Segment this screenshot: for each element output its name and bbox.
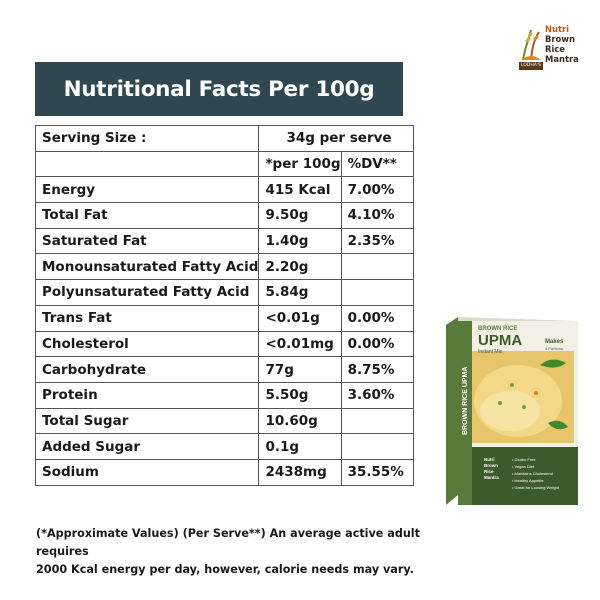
package-side-text: BROWN RICE UPMA [462, 367, 469, 435]
nutrient-name: Trans Fat [34, 304, 260, 332]
package-features: • Gluten Free • Vegan Diet • Maintains C… [512, 457, 560, 490]
nutrient-per100g: 10.60g [258, 407, 342, 435]
nutrient-row: Total Sugar 10.60g [34, 407, 414, 435]
package-top-label: BROWN RICE [478, 326, 517, 332]
nutrient-name: Monounsaturated Fatty Acid [34, 253, 260, 281]
nutrient-dv: 35.55% [340, 458, 414, 486]
serving-size-label: Serving Size : [34, 125, 260, 152]
nutrient-row: Polyunsaturated Fatty Acid 5.84g [34, 279, 414, 306]
nutrient-dv: 0.00% [340, 330, 414, 358]
brand-badge: LODHA'S [519, 62, 543, 70]
package-feature: • Vegan Diet [512, 464, 535, 469]
nutrient-per100g: <0.01g [258, 304, 342, 332]
footnote-line-2: 2000 Kcal energy per day, however, calor… [36, 563, 414, 576]
nutrient-row: Carbohydrate 77g 8.75% [34, 356, 414, 383]
nutrient-per100g: 9.50g [258, 202, 342, 229]
package-brand-3: Rice [484, 469, 494, 474]
nutrient-name: Added Sugar [34, 433, 260, 460]
package-brand-1: Nutri [484, 457, 495, 462]
package-feature: • Great for Loosing Weight [512, 485, 560, 490]
nutrient-row: Saturated Fat 1.40g 2.35% [34, 227, 414, 255]
package-feature: • Healthy Appetite [512, 478, 544, 483]
nutrient-dv: 4.10% [340, 202, 414, 229]
column-header-per100g: *per 100g [258, 150, 342, 178]
nutrient-dv: 2.35% [340, 227, 414, 255]
nutrient-dv: 3.60% [340, 381, 414, 409]
nutrient-dv [340, 433, 414, 460]
nutrient-name: Sodium [34, 458, 260, 486]
nutrient-per100g: 415 Kcal [258, 176, 342, 204]
column-header-dv: %DV** [340, 150, 414, 178]
nutrient-name: Carbohydrate [34, 356, 260, 383]
package-feature: • Gluten Free [512, 457, 536, 462]
nutrient-name: Protein [34, 381, 260, 409]
brand-line-4: Mantra [545, 54, 579, 64]
nutrient-row: Sodium 2438mg 35.55% [34, 458, 414, 486]
brand-line-3: Rice [545, 44, 565, 54]
nutrition-table: Serving Size : 34g per serve *per 100g %… [34, 125, 414, 486]
nutrient-dv: 7.00% [340, 176, 414, 204]
nutrient-row: Cholesterol <0.01mg 0.00% [34, 330, 414, 358]
nutrient-name: Cholesterol [34, 330, 260, 358]
column-header-blank [34, 150, 260, 178]
serving-size-row: Serving Size : 34g per serve [34, 125, 414, 152]
package-makes-sub: 4 Portions [545, 346, 563, 351]
nutrient-name: Polyunsaturated Fatty Acid [34, 279, 260, 306]
nutrient-row: Trans Fat <0.01g 0.00% [34, 304, 414, 332]
package-feature: • Maintains Cholesterol [512, 471, 553, 476]
brand-line-2: Brown [545, 34, 575, 44]
nutrient-name: Total Sugar [34, 407, 260, 435]
page-title: Nutritional Facts Per 100g [63, 76, 375, 102]
package-subtitle: Instant Mix [478, 349, 503, 355]
brand-logo: Nutri Brown Rice Mantra LODHA'S [519, 24, 589, 72]
nutrient-per100g: <0.01mg [258, 330, 342, 358]
nutrient-per100g: 2.20g [258, 253, 342, 281]
serving-size-value: 34g per serve [258, 125, 414, 152]
package-brand-4: Mantra [484, 475, 499, 480]
title-banner: Nutritional Facts Per 100g [35, 62, 403, 116]
nutrient-dv [340, 279, 414, 306]
nutrient-per100g: 5.84g [258, 279, 342, 306]
nutrient-per100g: 2438mg [258, 458, 342, 486]
nutrient-row: Total Fat 9.50g 4.10% [34, 202, 414, 229]
package-product-name: UPMA [478, 332, 522, 349]
nutrient-name: Saturated Fat [34, 227, 260, 255]
nutrient-per100g: 5.50g [258, 381, 342, 409]
column-header-row: *per 100g %DV** [34, 150, 414, 178]
nutrient-row: Monounsaturated Fatty Acid 2.20g [34, 253, 414, 281]
brand-line-1: Nutri [545, 24, 569, 34]
nutrient-per100g: 1.40g [258, 227, 342, 255]
nutrient-row: Protein 5.50g 3.60% [34, 381, 414, 409]
nutrient-dv [340, 253, 414, 281]
nutrient-name: Total Fat [34, 202, 260, 229]
package-makes: Makes [545, 339, 564, 345]
nutrient-per100g: 77g [258, 356, 342, 383]
footnote: (*Approximate Values) (Per Serve**) An a… [36, 525, 436, 579]
nutrient-row: Added Sugar 0.1g [34, 433, 414, 460]
nutrient-row: Energy 415 Kcal 7.00% [34, 176, 414, 204]
rice-plant-icon [519, 26, 543, 64]
product-package-image: BROWN RICE UPMA BROWN RICE UPMA Instant … [446, 317, 578, 505]
footnote-line-1: (*Approximate Values) (Per Serve**) An a… [36, 527, 420, 558]
brand-wordmark: Nutri Brown Rice Mantra [545, 24, 579, 64]
nutrient-dv: 8.75% [340, 356, 414, 383]
nutrient-name: Energy [34, 176, 260, 204]
package-brand-2: Brown [484, 463, 498, 468]
nutrient-per100g: 0.1g [258, 433, 342, 460]
nutrient-dv: 0.00% [340, 304, 414, 332]
nutrient-dv [340, 407, 414, 435]
